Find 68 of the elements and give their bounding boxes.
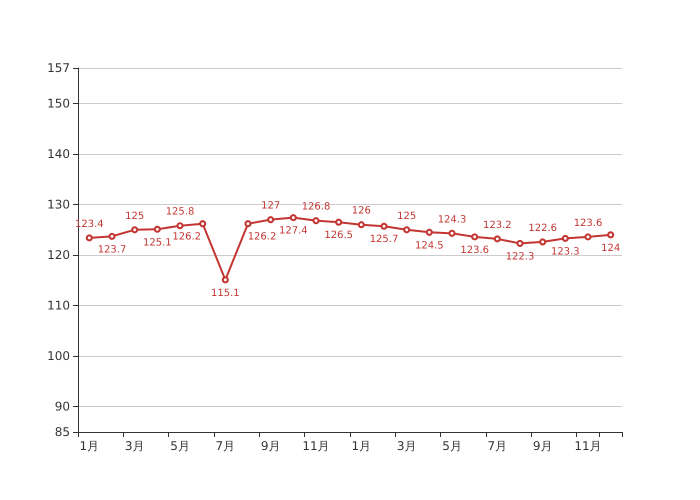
point [154,226,161,233]
point [199,220,206,228]
point [131,226,138,234]
y-tick-label: 150 [47,96,70,110]
x-tick-label: 11月 [574,439,602,453]
point [267,216,274,224]
x-tick-label: 7月 [488,439,508,453]
y-tick-label: 85 [54,425,70,439]
y-tick-label: 110 [47,298,70,313]
point [516,240,524,247]
data-label: 124.5 [415,240,444,252]
point [108,232,116,240]
y-tick-label: 130 [47,198,70,212]
data-label: 125 [397,210,416,222]
data-label: 122.6 [528,222,557,234]
point [244,220,252,228]
data-label: 124.3 [438,214,466,226]
point [448,230,456,237]
data-label: 127 [261,200,280,212]
point [335,218,342,226]
y-tick-label: 140 [47,146,70,161]
x-tick-label: 11月 [302,439,330,453]
point [494,235,501,242]
x-tick-label: 5月 [170,439,190,453]
data-label: 123.7 [98,244,126,256]
data-label: 115.1 [211,288,240,299]
y-tick-label: 90 [54,400,70,414]
point [290,214,297,222]
data-label: 125 [125,210,144,222]
data-label: 126.8 [302,202,330,213]
y-tick-label: 100 [47,349,70,364]
data-label: 125.7 [370,234,398,246]
point [584,233,592,240]
point [539,238,546,246]
point [86,234,93,242]
point [312,217,320,224]
y-tick-label: 157 [47,61,70,75]
data-label: 125.1 [143,237,172,248]
x-tick-label: 9月 [532,439,552,453]
data-label: 124 [601,242,620,254]
point [471,233,478,240]
point [607,231,614,238]
point [426,228,433,236]
y-tick-label: 120 [47,248,70,262]
point [222,276,229,284]
x-tick-label: 3月 [124,439,144,453]
data-label: 123.6 [574,218,602,229]
data-label: 126 [352,206,371,217]
x-tick-label: 7月 [216,439,236,453]
x-tick-label: 1月 [80,439,100,453]
data-label: 123.6 [460,244,489,256]
data-label: 126.5 [324,230,353,242]
point [380,222,388,230]
data-label: 122.3 [506,251,534,262]
x-tick-label: 5月 [442,439,462,453]
x-tick-label: 9月 [260,439,280,453]
point [358,221,365,228]
data-label: 123.3 [551,246,580,258]
data-label: 126.2 [248,232,276,243]
point [562,234,569,242]
data-label: 127.4 [279,226,308,237]
point [403,226,410,234]
data-label: 126.2 [172,232,201,243]
data-label: 125.8 [166,206,194,218]
x-tick-label: 1月 [352,439,372,453]
data-label: 123.2 [483,220,512,231]
point [176,222,184,230]
x-tick-label: 3月 [396,439,416,453]
